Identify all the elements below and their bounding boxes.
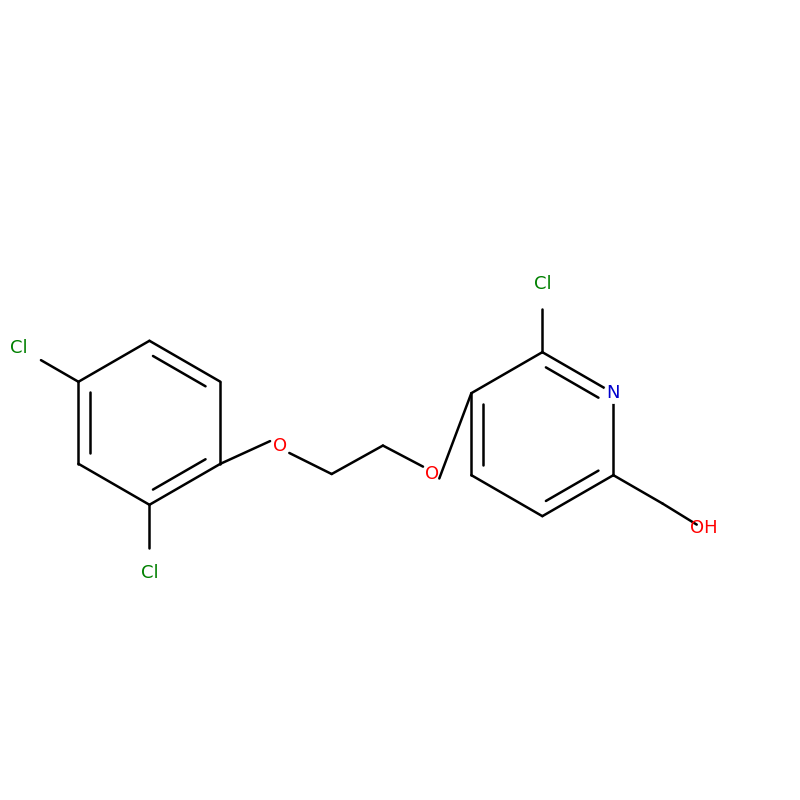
Text: Cl: Cl (534, 275, 551, 293)
Text: O: O (425, 465, 439, 483)
Text: Cl: Cl (10, 338, 28, 357)
Text: OH: OH (690, 518, 718, 537)
Text: N: N (606, 384, 620, 402)
Text: O: O (274, 437, 287, 454)
Text: Cl: Cl (141, 564, 158, 582)
